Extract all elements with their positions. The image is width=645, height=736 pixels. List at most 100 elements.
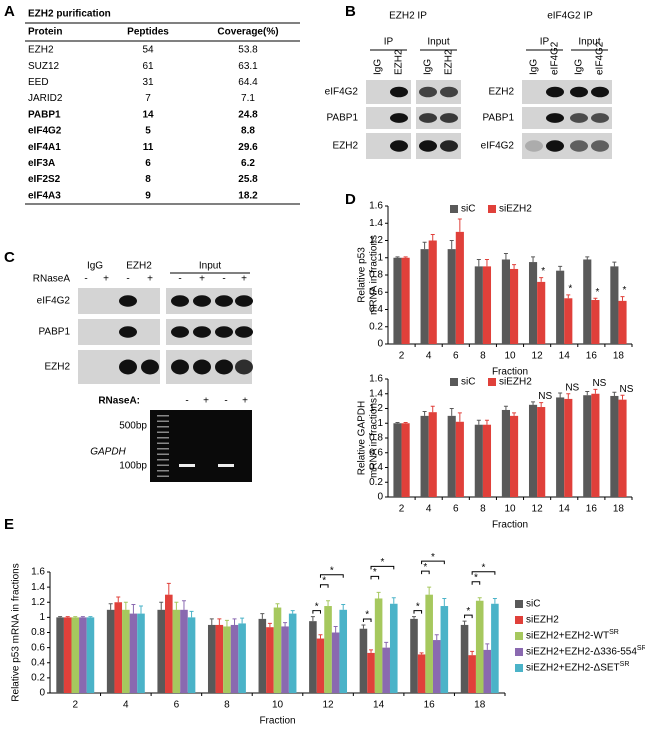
treatment-sign: + xyxy=(103,274,109,285)
legend-swatch xyxy=(488,378,496,386)
error-bar xyxy=(73,616,78,618)
error-bar xyxy=(260,613,265,619)
significance-bracket xyxy=(370,575,380,580)
x-tick-label: 4 xyxy=(426,351,432,362)
blot-band xyxy=(215,295,233,307)
table-cell: 24.8 xyxy=(238,109,258,120)
bar xyxy=(556,397,565,497)
error-bar xyxy=(476,258,481,267)
lane-group: IP xyxy=(384,37,394,48)
legend-label: siC xyxy=(461,204,475,215)
blot-row-label: PABP1 xyxy=(39,327,71,338)
bar xyxy=(63,617,72,693)
column-header: Protein xyxy=(28,27,62,38)
lane-label: eIF4G2 xyxy=(550,41,561,75)
treatment-sign: + xyxy=(147,274,153,285)
table-cell: 8 xyxy=(145,174,151,185)
blot-band xyxy=(390,140,408,152)
y-tick-label: 0.4 xyxy=(369,462,383,473)
error-bar xyxy=(123,601,128,610)
treatment-sign: - xyxy=(185,396,188,407)
table-cell: 6 xyxy=(145,158,151,169)
bar xyxy=(359,628,368,693)
table-cell: EED xyxy=(28,77,49,88)
blot-band xyxy=(193,326,211,338)
error-bar xyxy=(558,392,563,398)
bar xyxy=(460,624,469,693)
table-cell: eIF2S2 xyxy=(28,174,61,185)
blot-strip xyxy=(567,107,612,129)
error-bar xyxy=(503,252,508,260)
error-bar xyxy=(593,388,598,394)
legend-label: siEZH2+EZH2-WTSR xyxy=(526,629,619,642)
error-bar xyxy=(181,600,186,610)
blot-band xyxy=(570,86,588,98)
bar xyxy=(510,268,519,344)
bar xyxy=(393,257,402,344)
error-bar xyxy=(131,604,136,614)
bar xyxy=(483,649,492,693)
bar xyxy=(482,424,492,497)
blot-band xyxy=(440,86,458,98)
bar xyxy=(610,266,619,344)
table-cell: 63.1 xyxy=(238,61,258,72)
bar xyxy=(432,640,441,693)
significance-bracket xyxy=(413,610,423,614)
bar xyxy=(165,594,173,693)
blot-band xyxy=(215,326,233,338)
blot-band xyxy=(235,326,253,338)
gel-ladder xyxy=(157,453,169,455)
error-bar xyxy=(395,256,400,258)
x-tick-label: 8 xyxy=(480,351,486,362)
x-tick-label: 6 xyxy=(174,700,180,711)
bar xyxy=(474,424,483,497)
significance-label: * xyxy=(474,572,478,583)
error-bar xyxy=(585,256,590,260)
error-bar xyxy=(503,405,508,410)
treatment-label: RNaseA xyxy=(33,274,71,285)
y-tick-label: 0.6 xyxy=(31,642,45,653)
bar xyxy=(401,257,410,344)
bar xyxy=(114,602,123,693)
y-axis-label: Relative GAPDH xyxy=(357,401,368,475)
lane-group: Input xyxy=(427,37,449,48)
significance-label: * xyxy=(431,552,435,563)
bar xyxy=(258,618,267,693)
group-label: EZH2 xyxy=(126,261,152,272)
blot-band xyxy=(546,113,564,123)
bar xyxy=(474,266,483,344)
x-tick-label: 16 xyxy=(424,700,436,711)
legend-superscript: SR xyxy=(620,661,630,668)
y-tick-label: 1.6 xyxy=(369,201,383,212)
legend-swatch xyxy=(515,600,523,608)
bar xyxy=(564,298,573,344)
error-bar xyxy=(283,622,288,627)
bar xyxy=(417,654,426,693)
error-bar xyxy=(209,618,214,625)
gel-ladder xyxy=(157,442,169,444)
bar xyxy=(583,259,592,344)
error-bar xyxy=(58,616,63,618)
table-cell: 64.4 xyxy=(238,77,258,88)
bar xyxy=(187,617,196,693)
y-tick-label: 1.4 xyxy=(31,582,45,593)
blot-band xyxy=(119,295,137,307)
error-bar xyxy=(612,261,617,267)
blot-row-label: PABP1 xyxy=(483,113,515,124)
treatment-label: RNaseA: xyxy=(98,396,140,407)
error-bar xyxy=(267,622,272,628)
legend-label: siEZH2 xyxy=(499,377,532,388)
panel-label: C xyxy=(4,249,15,266)
error-bar xyxy=(430,233,435,241)
legend-label: siC xyxy=(526,599,540,610)
error-bar xyxy=(485,643,490,650)
bar xyxy=(316,638,325,693)
x-tick-label: 16 xyxy=(586,351,598,362)
legend-label: siEZH2+EZH2-Δ336-554SR xyxy=(526,645,645,658)
x-tick-label: 18 xyxy=(474,700,486,711)
table-cell: 11 xyxy=(143,142,154,153)
blot-strip xyxy=(366,107,411,129)
bar xyxy=(564,398,573,497)
blot-row-label: EZH2 xyxy=(332,141,358,152)
